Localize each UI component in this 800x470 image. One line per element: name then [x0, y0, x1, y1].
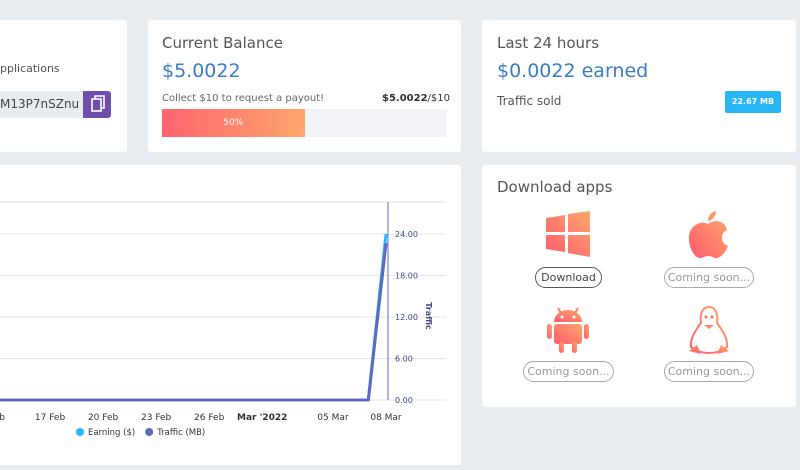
android-icon	[547, 307, 589, 353]
linux-icon	[689, 305, 729, 355]
x-tick-label: 17 Feb	[35, 413, 66, 423]
x-tick-label: 05 Mar	[317, 413, 349, 423]
copy-button[interactable]	[83, 91, 111, 118]
current-balance: $5.0022	[382, 93, 428, 104]
balance-amount: $5.0022	[162, 60, 241, 82]
x-tick-label: 23 Feb	[141, 413, 172, 423]
legend-marker	[76, 428, 84, 436]
legend-label: Earning ($)	[88, 428, 135, 438]
traffic-badge: 22.67 MB	[725, 91, 781, 113]
x-tick-label: Mar '2022	[237, 413, 287, 423]
x-tick-label: 08 Mar	[370, 413, 402, 423]
payout-target: /$10	[427, 93, 451, 104]
chart-card	[0, 165, 461, 465]
y2-tick-label: 24.00	[395, 230, 418, 239]
download-card: Download apps Download Coming soon... Co…	[482, 165, 796, 407]
earned-amount: $0.0022 earned	[497, 60, 649, 82]
y2-tick-label: 18.00	[395, 272, 418, 281]
y2-axis-title: Traffic	[424, 302, 433, 330]
chart: 0.00 6.00 12.00 18.00 24.00 Traffic Feb 17 Feb 2…	[0, 201, 446, 438]
y2-tick-label: 6.00	[395, 355, 413, 364]
coming-soon-button[interactable]: Coming soon...	[664, 267, 754, 288]
coming-soon-button[interactable]: Coming soon...	[523, 361, 614, 382]
copy-icon	[91, 95, 105, 112]
windows-icon	[546, 211, 590, 257]
series-line	[0, 243, 388, 402]
progress-fill: 50%	[162, 109, 305, 137]
progress-track: 50%	[162, 109, 447, 137]
last24-card: Last 24 hours $0.0022 earned Traffic sol…	[482, 20, 796, 152]
wallet-card: pplications M13P7nSZnu	[0, 20, 127, 152]
balance-card: Current Balance $5.0022 Collect $10 to r…	[148, 20, 461, 152]
apple-icon	[688, 211, 728, 259]
card-title: Download apps	[497, 178, 613, 196]
x-tick-label: Feb	[0, 413, 5, 423]
x-tick-label: 26 Feb	[194, 413, 225, 423]
progress-label: 50%	[223, 118, 244, 128]
legend-marker	[145, 428, 154, 436]
card-title: Current Balance	[162, 34, 283, 52]
download-button[interactable]: Download	[535, 267, 602, 288]
x-tick-label: 20 Feb	[88, 413, 119, 423]
card-label: pplications	[0, 62, 60, 75]
y2-tick-label: 12.00	[395, 313, 418, 322]
card-title: Last 24 hours	[497, 34, 600, 52]
coming-soon-button[interactable]: Coming soon...	[664, 361, 754, 382]
payout-hint: Collect $10 to request a payout!	[162, 93, 325, 104]
address-input[interactable]: M13P7nSZnu	[0, 91, 84, 118]
payout-progress-text: $5.0022/$10	[382, 93, 450, 104]
y2-tick-label: 0.00	[395, 396, 413, 405]
traffic-label: Traffic sold	[497, 94, 562, 108]
legend-label: Traffic (MB)	[156, 428, 205, 438]
